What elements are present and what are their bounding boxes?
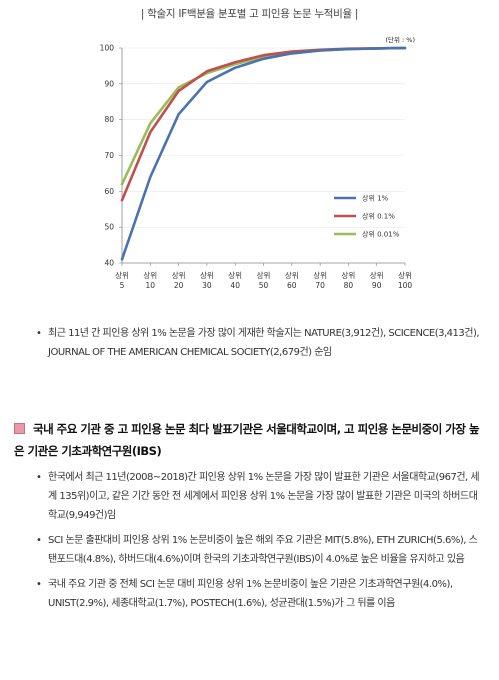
x-tick-label: 상위 20 [172, 270, 186, 290]
bullet-text: 한국에서 최근 11년(2008~2018)간 피인용 상위 1% 논문을 가장… [48, 472, 480, 521]
bullet-dot: • [36, 579, 42, 590]
legend-label: 상위 0.1% [362, 212, 395, 221]
grid-layer [122, 47, 405, 228]
section-heading: 국내 주요 기관 중 고 피인용 논문 최다 발표기관은 서울대학교이며, 고 … [14, 418, 489, 462]
heading-text: 국내 주요 기관 중 고 피인용 논문 최다 발표기관은 서울대학교이며, 고 … [14, 422, 480, 458]
bullet-item: • 한국에서 최근 11년(2008~2018)간 피인용 상위 1% 논문을 가… [0, 468, 499, 525]
bullet-item: • 국내 주요 기관 중 전체 SCI 논문 대비 피인용 상위 1% 논문비중이… [0, 575, 499, 613]
bullet-dot: • [36, 472, 42, 483]
x-tick-label: 상위 5 [115, 270, 129, 290]
x-tick-label: 상위 50 [257, 270, 271, 290]
y-tick-label: 70 [104, 151, 114, 160]
bullet-dot: • [36, 328, 42, 339]
bullet-journals: • 최근 11년 간 피인용 상위 1% 논문을 가장 많이 게재한 학술지는 N… [0, 324, 499, 362]
y-tick-label: 60 [104, 187, 114, 196]
y-tick-label: 90 [104, 79, 114, 88]
x-tick-label: 상위 100 [398, 270, 413, 290]
bullet-dot: • [36, 535, 42, 546]
series-line [120, 46, 407, 261]
y-tick-label: 100 [100, 44, 115, 53]
series-line [120, 46, 407, 202]
bullet-list: • 한국에서 최근 11년(2008~2018)간 피인용 상위 1% 논문을 가… [0, 468, 499, 613]
series-layer [120, 46, 407, 261]
heading-marker-icon [14, 423, 25, 434]
unit-label: (단위 : %) [385, 35, 415, 44]
x-tick-label: 상위 60 [285, 270, 299, 290]
x-tick-label: 상위 80 [341, 270, 355, 290]
x-tick-label: 상위 70 [313, 270, 327, 290]
series-line [120, 46, 407, 186]
legend: 상위 1% 상위 0.1% 상위 0.01% [334, 194, 400, 239]
y-tick-label: 50 [104, 223, 114, 232]
bullet-text: SCI 논문 출판대비 피인용 상위 1% 논문비중이 높은 해외 주요 기관은… [48, 535, 478, 565]
line-chart: 40 50 60 70 80 90 100 상위 5 상위 10 상위 20 상위 30 상위 40 상위 50 상위… [100, 35, 415, 290]
bullet-text: 국내 주요 기관 중 전체 SCI 논문 대비 피인용 상위 1% 논문비중이 … [48, 579, 453, 609]
x-tick-label: 상위 10 [143, 270, 157, 290]
bullet-text: 최근 11년 간 피인용 상위 1% 논문을 가장 많이 게재한 학술지는 NA… [48, 328, 480, 358]
axis-layer: 40 50 60 70 80 90 100 상위 5 상위 10 상위 20 상위 30 상위 40 상위 50 상위… [100, 35, 415, 290]
chart-title: | 학술지 IF백분율 분포별 고 피인용 논문 누적비율 | [140, 8, 359, 20]
x-tick-label: 상위 90 [370, 270, 384, 290]
bullet-item: • SCI 논문 출판대비 피인용 상위 1% 논문비중이 높은 해외 주요 기관… [0, 531, 499, 569]
y-tick-label: 40 [104, 259, 114, 268]
x-tick-label: 상위 40 [228, 270, 242, 290]
legend-label: 상위 0.01% [362, 230, 400, 239]
y-tick-label: 80 [104, 115, 114, 124]
legend-label: 상위 1% [362, 194, 389, 203]
x-tick-label: 상위 30 [200, 270, 214, 290]
